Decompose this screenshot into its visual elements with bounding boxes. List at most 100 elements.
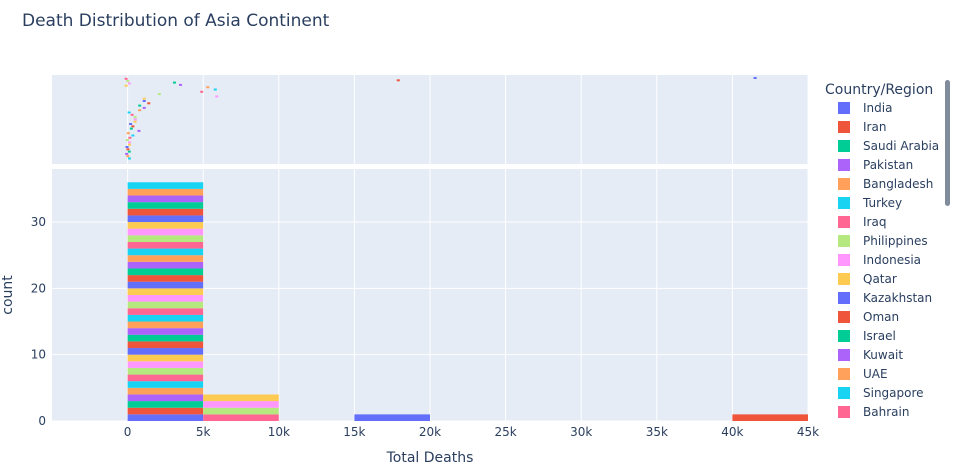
legend-label: Bahrain <box>863 405 909 419</box>
legend-swatch <box>838 178 850 190</box>
histogram-bar-segment <box>127 341 204 349</box>
histogram-bar-segment <box>127 387 204 395</box>
histogram-bar-segment <box>127 394 204 402</box>
legend-item-iraq[interactable]: Iraq <box>838 215 886 229</box>
rug-point <box>133 116 137 119</box>
legend-label: Iraq <box>863 215 886 229</box>
histogram-bar-segment <box>127 202 204 209</box>
y-tick-label: 0 <box>38 414 46 428</box>
histogram-bar-segment <box>127 374 204 382</box>
histogram-bar-segment <box>203 407 279 415</box>
histogram-bar-segment <box>203 401 279 408</box>
y-tick-label: 10 <box>31 348 46 362</box>
histogram-bar-segment <box>127 268 204 276</box>
x-axis-title: Total Deaths <box>386 450 474 462</box>
rug-point <box>128 136 132 139</box>
legend-label: India <box>863 101 892 115</box>
rug-point <box>127 111 131 114</box>
rug-point <box>215 95 219 98</box>
rug-point <box>129 123 133 125</box>
rug-point <box>142 97 146 100</box>
rug-point <box>142 100 146 102</box>
legend-label: Philippines <box>863 234 928 248</box>
legend-item-singapore[interactable]: Singapore <box>838 386 924 400</box>
legend-swatch <box>838 311 850 323</box>
rug-point <box>126 132 130 135</box>
legend-item-india[interactable]: India <box>838 101 892 115</box>
histogram-bar-segment <box>127 235 204 242</box>
rug-point <box>131 125 135 128</box>
legend-item-qatar[interactable]: Qatar <box>838 272 897 286</box>
histogram-bar-segment <box>127 275 204 282</box>
rug-point <box>147 102 151 105</box>
legend-item-saudi-arabia[interactable]: Saudi Arabia <box>838 139 939 153</box>
legend-swatch <box>838 216 850 228</box>
legend-item-philippines[interactable]: Philippines <box>838 234 928 248</box>
rug-point <box>172 81 176 84</box>
legend-label: Turkey <box>862 196 902 210</box>
rug-point <box>127 141 131 144</box>
x-tick-label: 40k <box>721 425 743 439</box>
rug-point <box>213 88 217 91</box>
legend-item-israel[interactable]: Israel <box>838 329 896 343</box>
rug-point <box>127 157 131 160</box>
rug-point <box>133 120 137 123</box>
rug-point <box>125 152 129 155</box>
rug-point <box>130 113 134 116</box>
histogram-bar-segment <box>127 361 204 368</box>
rug-point <box>127 150 131 153</box>
legend-swatch <box>838 273 850 285</box>
histogram-bar-segment <box>127 401 204 408</box>
histogram-bar-segment <box>127 248 204 256</box>
legend-item-bangladesh[interactable]: Bangladesh <box>838 177 933 191</box>
histogram-bar-segment <box>127 288 204 295</box>
legend-label: Saudi Arabia <box>863 139 939 153</box>
legend-label: Qatar <box>863 272 897 286</box>
histogram-bar-segment <box>203 394 279 402</box>
legend-item-kazakhstan[interactable]: Kazakhstan <box>838 291 932 305</box>
legend-item-bahrain[interactable]: Bahrain <box>838 405 909 419</box>
rug-point <box>126 155 130 158</box>
histogram-bar-segment <box>127 215 204 223</box>
legend-item-kuwait[interactable]: Kuwait <box>838 348 903 362</box>
legend-item-uae[interactable]: UAE <box>838 367 888 381</box>
histogram-bar-segment <box>127 314 204 322</box>
legend-scrollbar[interactable] <box>945 80 950 206</box>
histogram-bar-segment <box>127 241 204 249</box>
rug-point <box>137 129 141 132</box>
histogram-bar-segment <box>203 414 279 421</box>
rug-point <box>131 134 135 137</box>
legend-item-iran[interactable]: Iran <box>838 120 886 134</box>
legend-swatch <box>838 387 850 399</box>
histogram-bar-segment <box>127 281 204 289</box>
rug-point <box>129 127 133 130</box>
histogram-bar-segment <box>127 188 204 196</box>
rug-point <box>133 118 137 121</box>
legend-label: Iran <box>863 120 886 134</box>
legend-item-indonesia[interactable]: Indonesia <box>838 253 921 267</box>
histogram-bar-segment <box>127 295 204 302</box>
y-tick-label: 30 <box>31 215 46 229</box>
histogram-bar-segment <box>354 414 430 421</box>
histogram-bar-segment <box>127 261 204 269</box>
legend-item-turkey[interactable]: Turkey <box>838 196 902 210</box>
histogram-bar-segment <box>127 301 204 309</box>
x-tick-label: 30k <box>570 425 592 439</box>
histogram-bar-segment <box>127 354 204 362</box>
rug-point <box>206 86 210 89</box>
legend-swatch <box>838 349 850 361</box>
rug-point <box>179 83 183 86</box>
y-axis-title: count <box>0 275 16 315</box>
chart-title: Death Distribution of Asia Continent <box>22 11 330 31</box>
legend-swatch <box>838 292 850 304</box>
legend-swatch <box>838 254 850 266</box>
rug-point <box>125 146 129 148</box>
histogram-bar-segment <box>127 255 204 262</box>
rug-point <box>142 106 146 109</box>
histogram-bar-segment <box>127 407 204 415</box>
rug-point <box>124 77 128 80</box>
legend-item-oman[interactable]: Oman <box>838 310 899 324</box>
x-tick-label: 0 <box>124 425 132 439</box>
legend-item-pakistan[interactable]: Pakistan <box>838 158 913 172</box>
